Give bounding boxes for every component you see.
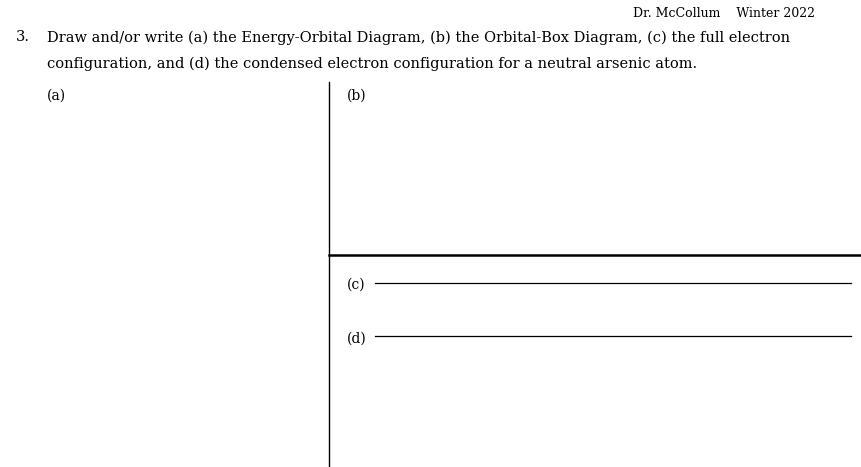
Text: 3.: 3. [15,30,29,44]
Text: Draw and/or write (a) the Energy-Orbital Diagram, (b) the Orbital-Box Diagram, (: Draw and/or write (a) the Energy-Orbital… [47,30,790,45]
Text: configuration, and (d) the condensed electron configuration for a neutral arseni: configuration, and (d) the condensed ele… [47,57,697,71]
Text: (c): (c) [347,278,366,292]
Text: (a): (a) [47,89,66,103]
Text: (b): (b) [347,89,367,103]
Text: Dr. McCollum    Winter 2022: Dr. McCollum Winter 2022 [633,7,815,20]
Text: (d): (d) [347,332,367,346]
